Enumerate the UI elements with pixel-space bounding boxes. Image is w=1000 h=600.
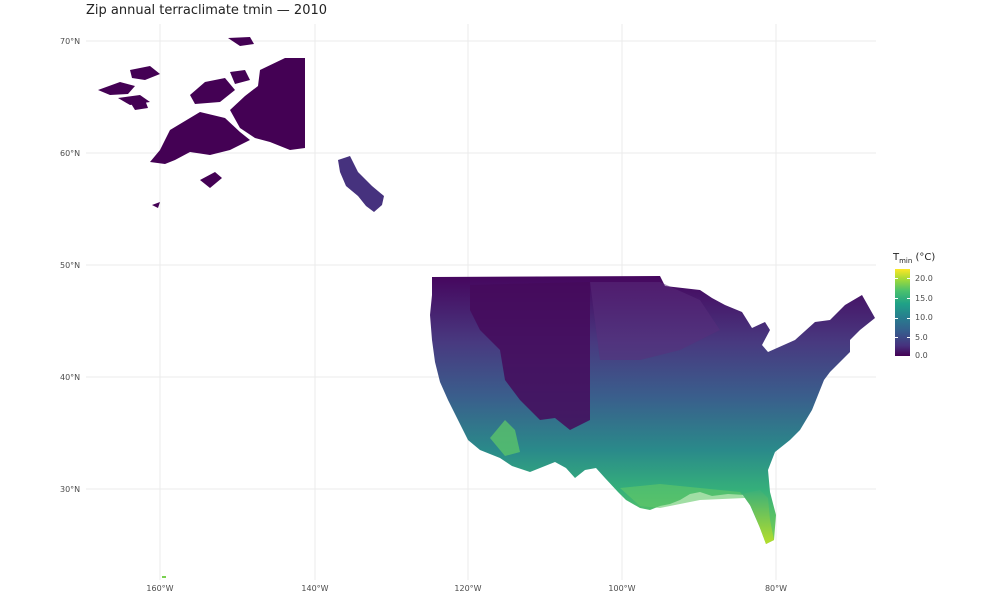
legend-title-unit: (°C) bbox=[912, 252, 936, 263]
x-tick-label: 120°W bbox=[454, 584, 481, 593]
legend-label: 15.0 bbox=[915, 294, 933, 303]
y-axis: 70°N 60°N 50°N 40°N 30°N bbox=[60, 37, 80, 494]
y-tick-label: 40°N bbox=[60, 373, 80, 382]
x-tick-label: 80°W bbox=[765, 584, 787, 593]
y-tick-label: 60°N bbox=[60, 149, 80, 158]
x-tick-label: 100°W bbox=[608, 584, 635, 593]
hawaii-marker bbox=[162, 576, 166, 578]
color-legend: Tmin (°C) 20.0 15.0 10.0 5.0 0.0 bbox=[893, 252, 983, 362]
legend-label: 0.0 bbox=[915, 351, 928, 360]
contiguous-us-region bbox=[430, 276, 875, 544]
legend-title-main: T bbox=[893, 252, 900, 263]
x-axis: 160°W 140°W 120°W 100°W 80°W bbox=[146, 584, 787, 593]
legend-label: 10.0 bbox=[915, 313, 933, 322]
alaska-region bbox=[98, 37, 305, 208]
alaska-panhandle bbox=[338, 156, 384, 212]
x-tick-label: 140°W bbox=[301, 584, 328, 593]
legend-colorbar bbox=[895, 269, 910, 356]
y-tick-label: 50°N bbox=[60, 261, 80, 270]
x-tick-label: 160°W bbox=[146, 584, 173, 593]
legend-label: 20.0 bbox=[915, 274, 933, 283]
legend-label: 5.0 bbox=[915, 333, 928, 342]
y-tick-label: 70°N bbox=[60, 37, 80, 46]
legend-title-sub: min bbox=[899, 257, 913, 265]
y-tick-label: 30°N bbox=[60, 485, 80, 494]
legend-title: Tmin (°C) bbox=[893, 252, 935, 265]
map-title: Zip annual terraclimate tmin — 2010 bbox=[86, 3, 328, 18]
